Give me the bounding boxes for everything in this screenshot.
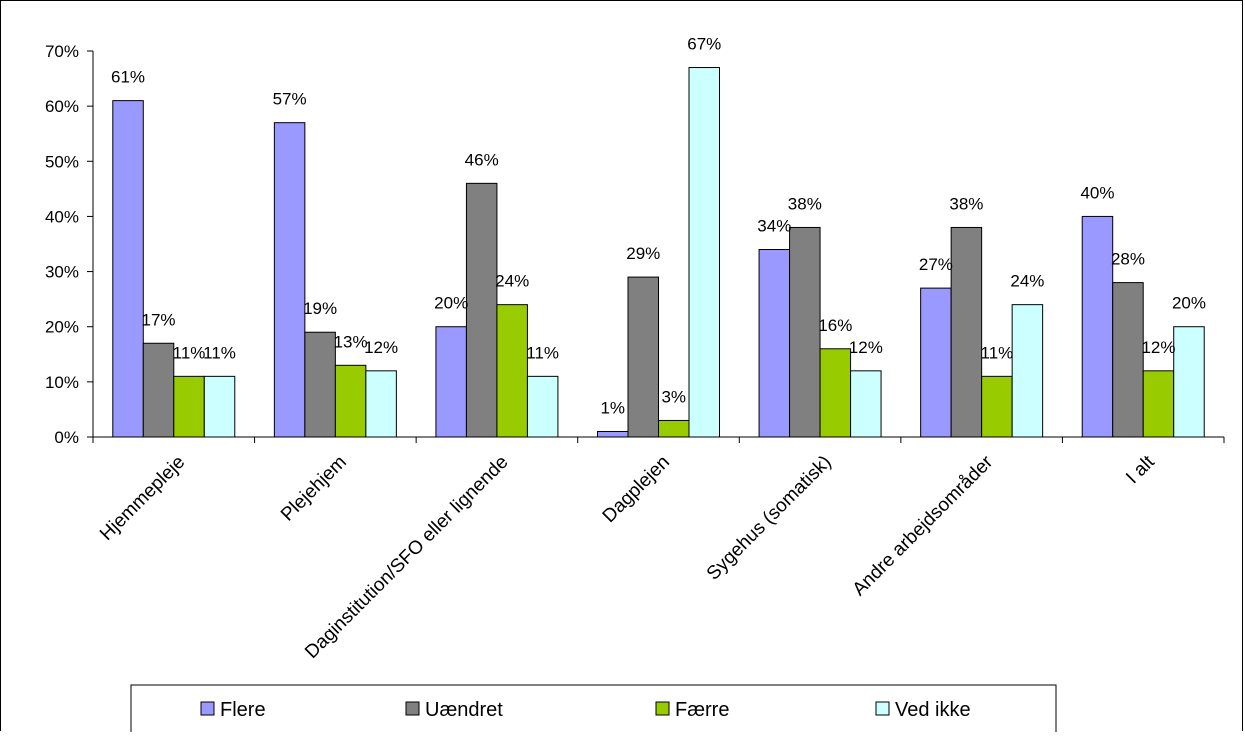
- data-label: 17%: [142, 310, 176, 329]
- data-label: 24%: [1010, 272, 1044, 291]
- data-labels: 61%17%11%11%57%19%13%12%20%46%24%11%1%29…: [111, 35, 1206, 418]
- data-label: 13%: [334, 332, 368, 351]
- y-axis: 0% 10% 20% 30% 40% 50% 60% 70%: [45, 42, 94, 447]
- bar: [465, 182, 498, 438]
- legend-label: Ved ikke: [895, 699, 971, 721]
- bar: [597, 430, 629, 438]
- data-label: 11%: [203, 343, 236, 362]
- legend-box: [130, 684, 1057, 736]
- category-label: Plejehjem: [277, 452, 351, 526]
- y-tick-label: 60%: [45, 97, 79, 116]
- bar: [496, 304, 528, 438]
- bars: [112, 67, 1205, 438]
- legend-label: Flere: [220, 699, 266, 721]
- y-tick-label: 20%: [45, 318, 79, 337]
- legend: Flere Uændret Færre Ved ikke: [130, 684, 1057, 736]
- data-label: 1%: [600, 398, 625, 417]
- data-label: 34%: [757, 217, 791, 236]
- bar: [1173, 326, 1205, 438]
- bar: [273, 122, 306, 438]
- y-tick-label: 50%: [45, 152, 79, 171]
- bar: [1112, 282, 1144, 438]
- legend-swatch: [655, 701, 670, 716]
- bar: [1011, 304, 1044, 438]
- bar: [173, 375, 205, 438]
- category-label: Andre arbejdsområder: [849, 451, 998, 600]
- category-label: I alt: [1122, 451, 1159, 488]
- bar: [526, 375, 559, 438]
- category-label: Hjemmepleje: [96, 452, 189, 545]
- data-label: 16%: [818, 316, 852, 335]
- data-label: 57%: [273, 90, 307, 109]
- y-tick-label: 0%: [54, 428, 79, 447]
- bar: [658, 419, 690, 438]
- legend-swatch: [405, 701, 420, 716]
- bar: [627, 276, 659, 438]
- category-label: Sygehus (somatisk): [703, 452, 836, 585]
- data-label: 46%: [465, 150, 499, 169]
- category-label: Dagplejen: [599, 452, 674, 527]
- data-label: 12%: [849, 338, 883, 357]
- bar: [688, 67, 720, 438]
- data-label: 40%: [1080, 183, 1114, 202]
- y-tick-label: 40%: [45, 207, 79, 226]
- legend-swatch: [875, 701, 890, 716]
- y-tick-label: 70%: [45, 42, 79, 61]
- data-label: 20%: [434, 294, 468, 313]
- bar: [112, 100, 144, 438]
- bar: [365, 370, 397, 438]
- bar: [142, 342, 175, 438]
- data-label: 11%: [173, 343, 206, 362]
- data-label: 19%: [303, 299, 337, 318]
- bar: [1081, 215, 1114, 438]
- bar: [304, 331, 336, 438]
- data-label: 20%: [1172, 294, 1206, 313]
- bar: [203, 375, 236, 438]
- data-label: 12%: [364, 338, 398, 357]
- bar: [920, 287, 952, 438]
- data-label: 3%: [661, 387, 686, 406]
- data-label: 11%: [526, 343, 559, 362]
- legend-label: Færre: [675, 699, 729, 721]
- bar: [850, 370, 882, 438]
- data-label: 29%: [626, 244, 660, 263]
- bar: [819, 348, 852, 438]
- data-label: 27%: [919, 255, 953, 274]
- x-axis: [92, 436, 1225, 443]
- bar: [950, 226, 983, 438]
- data-label: 38%: [788, 194, 822, 213]
- bar: [334, 364, 367, 438]
- bar: [758, 249, 791, 438]
- data-label: 24%: [495, 272, 529, 291]
- data-label: 12%: [1141, 338, 1175, 357]
- data-label: 28%: [1111, 250, 1145, 269]
- y-tick-label: 30%: [45, 263, 79, 282]
- data-label: 61%: [111, 68, 145, 87]
- legend-swatch: [200, 701, 215, 716]
- bar: [981, 375, 1013, 438]
- bar: [435, 326, 467, 438]
- y-tick-label: 10%: [45, 373, 79, 392]
- data-label: 67%: [687, 35, 721, 54]
- bar: [789, 226, 821, 438]
- bar: [1142, 370, 1175, 438]
- data-label: 38%: [949, 194, 983, 213]
- legend-label: Uændret: [425, 699, 503, 721]
- data-label: 11%: [981, 343, 1014, 362]
